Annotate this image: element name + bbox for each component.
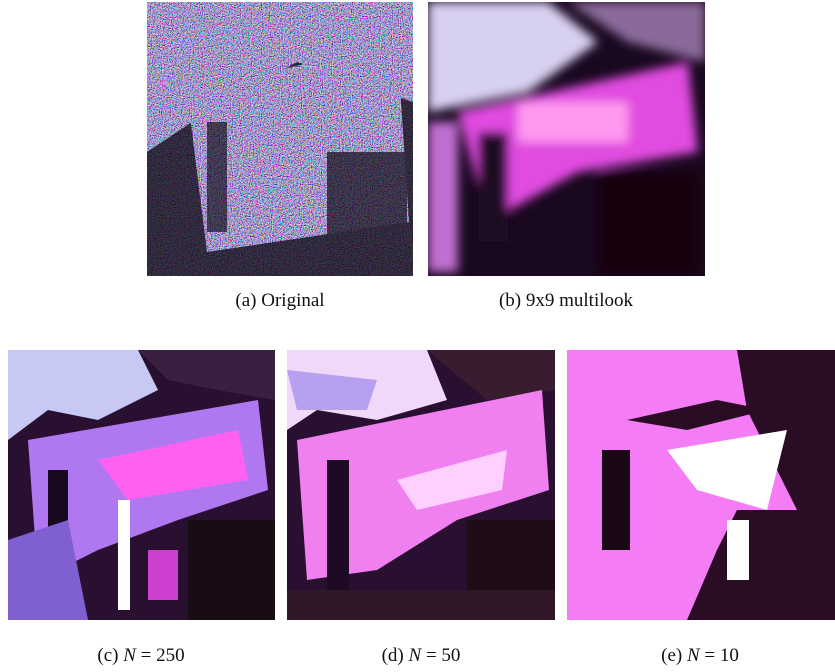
caption-text: 9x9 multilook xyxy=(526,290,633,311)
panel-label: (e) xyxy=(661,645,682,666)
panel-b-image xyxy=(428,2,705,276)
figure-page: (a) Original (b) 9x9 multilook (c) N = 2… xyxy=(0,0,835,672)
image-region xyxy=(327,460,349,590)
panel-c-image xyxy=(8,350,275,620)
panel-a-image xyxy=(147,2,413,276)
caption-c: (c) N = 250 xyxy=(97,645,184,667)
caption-text: = 10 xyxy=(704,645,738,666)
caption-symbol: N xyxy=(409,645,422,666)
image-region xyxy=(727,520,749,580)
image-region xyxy=(287,590,555,620)
caption-a: (a) Original xyxy=(235,290,324,312)
image-region xyxy=(147,2,413,276)
caption-e: (e) N = 10 xyxy=(661,645,739,667)
panel-e-image xyxy=(567,350,835,620)
panel-label: (b) xyxy=(499,290,521,311)
image-region xyxy=(148,550,178,600)
caption-d: (d) N = 50 xyxy=(382,645,461,667)
panel-label: (d) xyxy=(382,645,404,666)
panel-label: (a) xyxy=(235,290,256,311)
image-region xyxy=(602,450,630,550)
image-region xyxy=(478,132,508,242)
panel-label: (c) xyxy=(97,645,118,666)
caption-b: (b) 9x9 multilook xyxy=(499,290,633,312)
image-region xyxy=(518,102,628,142)
caption-symbol: N xyxy=(123,645,136,666)
caption-text: = 250 xyxy=(141,645,185,666)
panel-d-image xyxy=(287,350,555,620)
caption-text: Original xyxy=(261,290,324,311)
image-region xyxy=(188,520,275,620)
image-region xyxy=(428,122,458,272)
caption-text: = 50 xyxy=(426,645,460,666)
image-region xyxy=(598,172,698,276)
image-region xyxy=(118,500,130,610)
caption-symbol: N xyxy=(687,645,700,666)
